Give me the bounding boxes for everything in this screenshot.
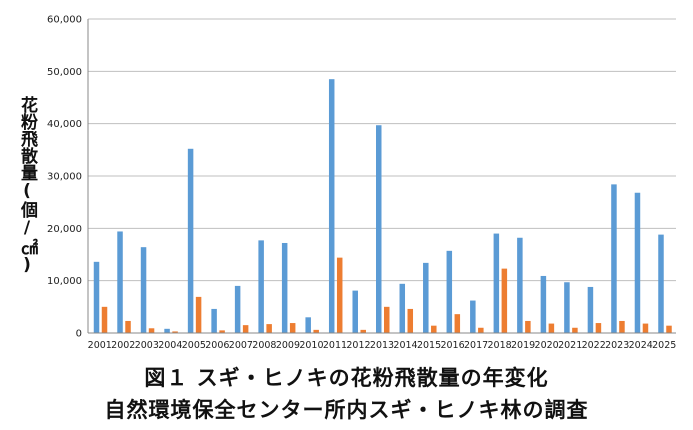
y-axis-label: 花粉飛散量(個/㎠) xyxy=(17,96,37,275)
bar-series2-2019 xyxy=(525,320,531,333)
bar-series1-2007 xyxy=(234,285,241,333)
y-tick-label: 0 xyxy=(76,329,82,340)
x-tick-label: 2019 xyxy=(511,340,535,351)
x-tick-label: 2021 xyxy=(558,340,582,351)
bar-series1-2021 xyxy=(564,282,570,333)
bar-series1-2016 xyxy=(446,250,453,333)
x-tick-label: 2009 xyxy=(276,340,300,351)
x-tick-label: 2024 xyxy=(629,340,653,351)
bar-series2-2007 xyxy=(242,325,249,333)
x-tick-label: 2013 xyxy=(370,340,394,351)
bar-series2-2005 xyxy=(195,296,202,333)
bar-series2-2021 xyxy=(572,327,578,333)
x-tick-label: 2022 xyxy=(582,340,606,351)
bar-series2-2006 xyxy=(219,330,225,333)
x-tick-label: 2001 xyxy=(88,340,112,351)
bar-series2-2023 xyxy=(619,320,625,333)
bar-series1-2023 xyxy=(611,184,617,333)
bar-series1-2020 xyxy=(540,275,547,333)
x-tick-label: 2002 xyxy=(111,340,135,351)
bar-series1-2009 xyxy=(281,242,288,333)
bar-series2-2009 xyxy=(289,323,296,333)
x-tick-label: 2012 xyxy=(346,340,370,351)
x-tick-label: 2025 xyxy=(652,340,676,351)
bar-series2-2003 xyxy=(148,328,155,333)
bar-series2-2025 xyxy=(666,325,672,333)
gridlines xyxy=(88,18,676,282)
bar-series1-2015 xyxy=(423,262,429,333)
bar-series1-2002 xyxy=(117,231,123,333)
y-tick-label: 50,000 xyxy=(47,67,82,78)
bar-series2-2013 xyxy=(384,306,390,333)
bar-series2-2022 xyxy=(595,323,602,333)
bar-series2-2001 xyxy=(101,306,108,333)
x-tick-label: 2017 xyxy=(464,340,488,351)
bar-series1-2001 xyxy=(93,261,100,333)
x-tick-label: 2006 xyxy=(205,340,229,351)
bar-series2-2017 xyxy=(478,327,484,333)
x-tick-label: 2003 xyxy=(135,340,159,351)
bar-series1-2005 xyxy=(187,148,194,333)
x-tick-labels: 2001 2002 2003 2004 2005 2006 2007 2008 2009 2010… xyxy=(88,340,677,351)
x-tick-label: 2016 xyxy=(440,340,464,351)
x-tick-label: 2007 xyxy=(229,340,253,351)
bar-series2-2004 xyxy=(172,331,178,333)
x-tick-label: 2020 xyxy=(535,340,559,351)
x-tick-label: 2023 xyxy=(605,340,629,351)
chart-title: 図１ スギ・ヒノキの花粉飛散量の年変化 xyxy=(144,366,549,390)
bar-series1-2010 xyxy=(305,317,311,333)
bar-series2-2012 xyxy=(360,329,366,333)
bar-series2-2018 xyxy=(501,268,508,333)
bar-series1-2017 xyxy=(470,300,476,333)
bar-series2-2016 xyxy=(454,314,461,333)
bar-series2-2024 xyxy=(642,323,649,333)
x-tick-label: 2011 xyxy=(323,340,347,351)
bar-series1-2003 xyxy=(140,247,147,333)
bar-series2-2010 xyxy=(313,329,319,333)
x-tick-label: 2008 xyxy=(252,340,276,351)
x-tick-label: 2005 xyxy=(182,340,206,351)
y-tick-label: 60,000 xyxy=(47,15,82,26)
x-tick-label: 2004 xyxy=(158,340,182,351)
x-tick-label: 2010 xyxy=(299,340,323,351)
x-tick-label: 2018 xyxy=(488,340,512,351)
bar-series1-2025 xyxy=(658,234,664,333)
bar-series2-2008 xyxy=(266,324,272,333)
y-tick-labels: 0 10,000 20,000 30,000 40,000 50,000 60,000 xyxy=(47,15,82,340)
bar-series1-2022 xyxy=(587,286,594,333)
bar-series2-2015 xyxy=(431,325,437,333)
bar-series1-2012 xyxy=(352,290,358,333)
bar-series1-2008 xyxy=(258,240,264,333)
bars xyxy=(93,79,672,333)
bar-series1-2018 xyxy=(493,233,500,333)
x-tick-label: 2014 xyxy=(393,340,417,351)
y-tick-label: 10,000 xyxy=(47,276,82,287)
bar-series1-2024 xyxy=(634,192,641,333)
bar-series1-2019 xyxy=(517,237,523,333)
y-tick-label: 40,000 xyxy=(47,119,82,130)
bar-series1-2004 xyxy=(164,328,170,333)
y-tick-label: 30,000 xyxy=(47,172,82,183)
x-tick-label: 2015 xyxy=(417,340,441,351)
bar-series1-2006 xyxy=(211,308,217,333)
bar-series1-2014 xyxy=(399,283,406,333)
bar-series2-2014 xyxy=(407,308,414,333)
bar-series2-2020 xyxy=(548,323,555,333)
y-tick-label: 20,000 xyxy=(47,224,82,235)
bar-series2-2011 xyxy=(336,257,343,333)
bar-series2-2002 xyxy=(125,320,131,333)
chart-subtitle: 自然環境保全センター所内スギ・ヒノキ林の調査 xyxy=(104,398,589,422)
bar-series1-2011 xyxy=(328,79,335,333)
bar-series1-2013 xyxy=(376,125,382,333)
